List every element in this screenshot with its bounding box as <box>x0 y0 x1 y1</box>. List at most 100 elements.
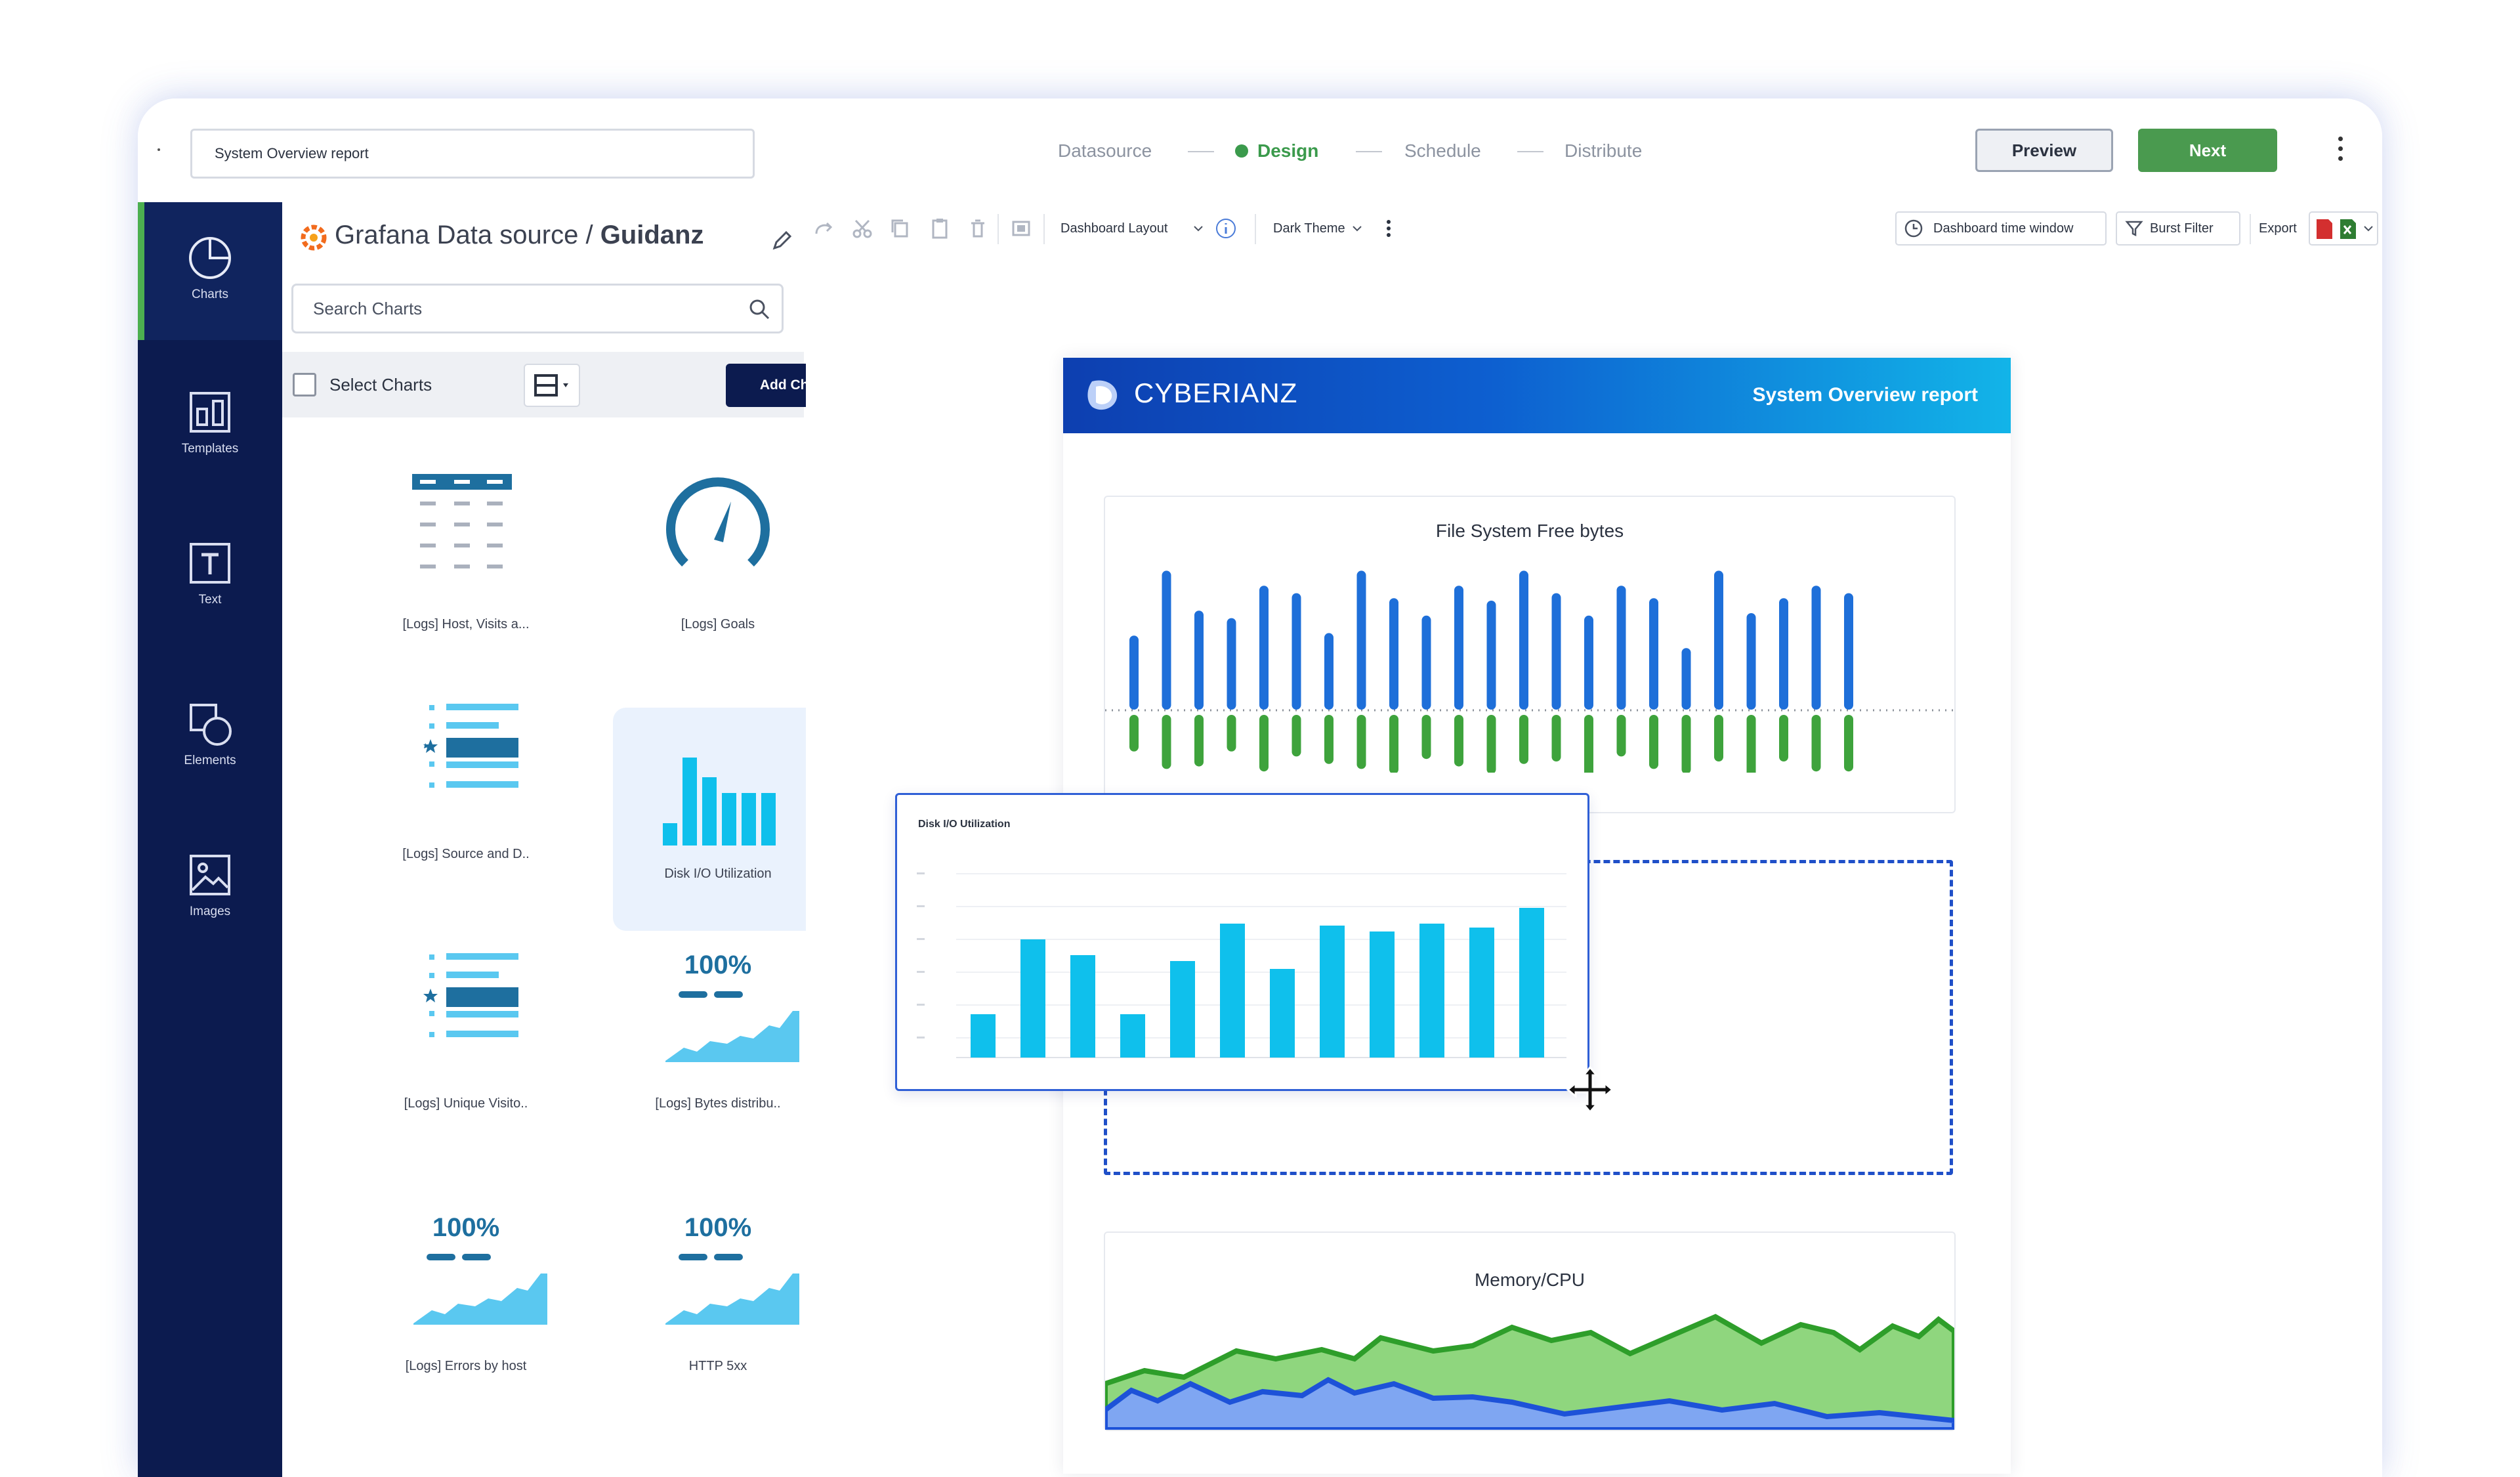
delete-icon[interactable] <box>966 217 990 240</box>
dot-marker <box>158 148 160 151</box>
cut-icon[interactable] <box>850 217 874 240</box>
bar-chart-icon <box>663 758 776 846</box>
top-bar: System Overview report Datasource Design… <box>138 98 2382 203</box>
chart-tile[interactable]: [Logs] Host, Visits a... <box>348 471 584 695</box>
rail-label: Images <box>189 905 231 918</box>
bar-list-chart-icon <box>423 953 518 1037</box>
selected-tile-highlight <box>613 708 823 931</box>
burst-filter-button[interactable]: Burst Filter <box>2116 211 2240 246</box>
rail-label: Templates <box>181 442 239 456</box>
preview-button[interactable]: Preview <box>1975 129 2113 172</box>
organization-name: Guidanz <box>600 221 704 249</box>
io-bar <box>1220 924 1245 1058</box>
edit-pencil-icon[interactable] <box>770 228 794 252</box>
rail-label: Elements <box>184 754 236 767</box>
disk-io-chart <box>917 872 1566 1058</box>
bar-list-chart-icon <box>423 704 518 788</box>
gauge-chart-icon <box>666 477 770 567</box>
redo-icon[interactable] <box>812 217 836 240</box>
chart-tile[interactable]: 100% HTTP 5xx <box>600 1213 836 1436</box>
search-icon[interactable] <box>748 298 770 320</box>
rail-item-charts[interactable]: Charts <box>138 235 282 302</box>
chart-tile-label: [Logs] Bytes distribu.. <box>655 1096 781 1111</box>
io-bar <box>1270 969 1295 1058</box>
step-schedule[interactable]: Schedule <box>1404 140 1481 161</box>
search-charts-input[interactable]: Search Charts <box>291 284 784 333</box>
move-cursor-icon <box>1566 1065 1614 1114</box>
report-name-input[interactable]: System Overview report <box>190 129 755 179</box>
stat-area-chart-icon <box>665 1254 799 1325</box>
step-separator <box>1356 151 1382 152</box>
clock-icon <box>1904 219 1923 238</box>
export-format-dropdown[interactable] <box>2309 211 2378 246</box>
time-window-button[interactable]: Dashboard time window <box>1895 211 2107 246</box>
info-icon[interactable] <box>1214 217 1238 240</box>
report-title: System Overview report <box>1752 384 1979 406</box>
chart-card-memory-cpu[interactable]: Memory/CPU <box>1104 1231 1956 1431</box>
time-window-label: Dashboard time window <box>1933 221 2074 236</box>
memory-cpu-area-chart <box>1105 1314 1954 1430</box>
rail-item-images[interactable]: Images <box>138 852 282 919</box>
stat-value: 100% <box>684 1213 752 1242</box>
pie-chart-icon <box>189 237 231 279</box>
io-bar <box>1020 939 1045 1058</box>
toolbar-separator <box>998 214 999 244</box>
chevron-down-icon <box>1194 226 1203 232</box>
stat-area-chart-icon <box>413 1254 547 1325</box>
more-options-icon[interactable] <box>2336 137 2344 165</box>
axis-tick <box>917 971 925 973</box>
chart-tile[interactable]: [Logs] Source and D.. <box>348 701 584 924</box>
rail-label: Text <box>198 593 222 607</box>
io-bar <box>1370 931 1395 1058</box>
layout-icon <box>534 374 568 396</box>
rail-item-elements[interactable]: Elements <box>138 701 282 768</box>
step-distribute[interactable]: Distribute <box>1564 140 1643 161</box>
axis-tick <box>917 1037 925 1038</box>
chart-tile[interactable]: [Logs] Goals <box>600 471 836 695</box>
chart-tile-selected[interactable]: Disk I/O Utilization <box>600 708 836 937</box>
template-icon <box>190 392 230 433</box>
io-bar <box>1320 926 1345 1058</box>
chart-tile-label: HTTP 5xx <box>688 1359 747 1373</box>
chart-tile-label: [Logs] Goals <box>681 617 755 631</box>
io-bar <box>1070 955 1095 1058</box>
layout-toggle-button[interactable] <box>524 364 580 407</box>
io-bar <box>1419 924 1444 1058</box>
dashboard-layout-dropdown[interactable]: Dashboard Layout <box>1060 221 1168 236</box>
excel-file-icon <box>2340 219 2356 239</box>
rail-item-templates[interactable]: Templates <box>138 389 282 456</box>
chart-card-file-system[interactable]: File System Free bytes <box>1104 496 1956 813</box>
frame-icon[interactable] <box>1009 217 1033 240</box>
chart-tile[interactable]: 100% [Logs] Errors by host <box>348 1213 584 1436</box>
select-charts-label: Select Charts <box>329 375 432 395</box>
toolbar-separator <box>2250 214 2251 244</box>
rail-active-indicator <box>138 202 144 340</box>
rail-item-text[interactable]: Text <box>138 540 282 607</box>
paste-icon[interactable] <box>928 217 952 240</box>
image-icon <box>190 855 230 895</box>
pdf-file-icon <box>2317 219 2332 239</box>
theme-dropdown[interactable]: Dark Theme <box>1273 221 1345 236</box>
io-bar <box>1120 1014 1145 1058</box>
chart-tile[interactable]: 100% [Logs] Bytes distribu.. <box>600 951 836 1174</box>
chevron-down-icon <box>2364 226 2373 232</box>
select-charts-bar: Select Charts Add Charts to Report <box>282 352 933 417</box>
copy-icon[interactable] <box>889 217 912 240</box>
grafana-logo-icon <box>301 225 327 251</box>
more-vertical-icon[interactable] <box>1383 217 1394 240</box>
step-datasource[interactable]: Datasource <box>1058 140 1152 161</box>
select-all-checkbox[interactable] <box>293 373 316 396</box>
next-button[interactable]: Next <box>2138 129 2277 172</box>
brand-logo-icon <box>1087 380 1118 410</box>
io-bar <box>1469 928 1494 1058</box>
io-bar <box>1519 908 1544 1058</box>
toolbar-separator <box>1255 214 1256 244</box>
editor-toolbar: Dashboard Layout Dark Theme Dashboard ti… <box>806 202 2382 257</box>
rail-label: Charts <box>192 288 228 301</box>
step-separator <box>1517 151 1544 152</box>
file-system-chart <box>1105 570 1954 773</box>
chart-tile[interactable]: [Logs] Unique Visito.. <box>348 951 584 1174</box>
chart-title: File System Free bytes <box>1435 521 1624 541</box>
step-design[interactable]: Design <box>1257 140 1319 161</box>
dragged-chart-card[interactable]: Disk I/O Utilization <box>895 793 1589 1091</box>
